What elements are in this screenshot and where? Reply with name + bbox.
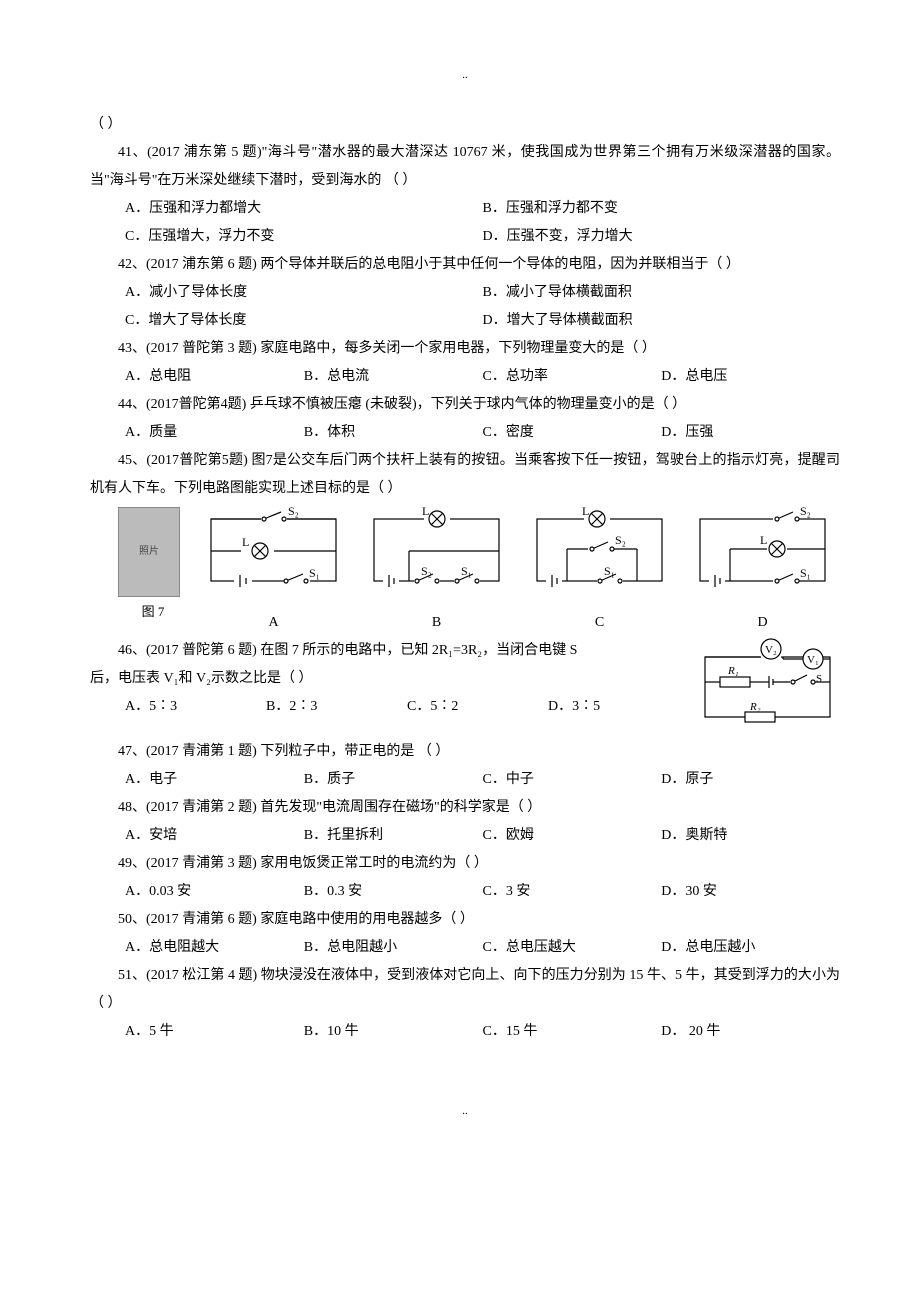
q46-opts: A．5∶3 B．2∶3 C．5∶2 D．3∶5 bbox=[125, 693, 689, 721]
q45-circuit-b: L S₂ S₁ B bbox=[359, 507, 514, 637]
q45-stem: 45、(2017普陀第5题) 图7是公交车后门两个扶杆上装有的按钮。当乘客按下任… bbox=[90, 447, 840, 503]
q48-opt-c: C．欧姆 bbox=[483, 822, 662, 850]
q45-photo-box: 照片 图 7 bbox=[118, 507, 188, 625]
svg-text:S₂: S₂ bbox=[615, 533, 626, 547]
q46-block: 46、(2017 普陀第 6 题) 在图 7 所示的电路中，已知 2R₁=3R₂… bbox=[90, 637, 840, 738]
q49-opt-c: C．3 安 bbox=[483, 878, 662, 906]
q51-opt-b: B．10 牛 bbox=[304, 1018, 483, 1046]
q40-tail: （ ） bbox=[90, 111, 840, 139]
q51-opts: A．5 牛 B．10 牛 C．15 牛 D． 20 牛 bbox=[125, 1018, 840, 1046]
q48-opts: A．安培 B．托里拆利 C．欧姆 D．奥斯特 bbox=[125, 822, 840, 850]
q44-stem: 44、(2017普陀第4题) 乒乓球不慎被压瘪 (未破裂)，下列关于球内气体的物… bbox=[90, 391, 840, 419]
svg-text:S: S bbox=[816, 673, 822, 685]
q41-opt-d: D．压强不变，浮力增大 bbox=[483, 223, 841, 251]
q45-cap-b: B bbox=[359, 609, 514, 637]
q43-stem: 43、(2017 普陀第 3 题) 家庭电路中，每多关闭一个家用电器，下列物理量… bbox=[90, 335, 840, 363]
q51-opt-d: D． 20 牛 bbox=[661, 1018, 840, 1046]
q45-photo-caption: 图 7 bbox=[118, 599, 188, 625]
q46-opt-c: C．5∶2 bbox=[407, 693, 548, 721]
q48-opt-b: B．托里拆利 bbox=[304, 822, 483, 850]
svg-text:S₂: S₂ bbox=[800, 507, 811, 518]
q49-opt-b: B．0.3 安 bbox=[304, 878, 483, 906]
q45-circuit-a: S₂ L S₁ A bbox=[196, 507, 351, 637]
q43-opt-d: D．总电压 bbox=[661, 363, 840, 391]
q46-stem2: 后，电压表 V₁和 V₂示数之比是（ ） bbox=[90, 665, 689, 693]
q51-opt-a: A．5 牛 bbox=[125, 1018, 304, 1046]
svg-text:V₂: V₂ bbox=[765, 644, 777, 656]
q45-cap-c: C bbox=[522, 609, 677, 637]
svg-text:L: L bbox=[582, 507, 589, 518]
q47-opt-d: D．原子 bbox=[661, 766, 840, 794]
q50-opt-a: A．总电阻越大 bbox=[125, 934, 304, 962]
q41-opt-c: C．压强增大，浮力不变 bbox=[125, 223, 483, 251]
q46-opt-a: A．5∶3 bbox=[125, 693, 266, 721]
q42-opts-row2: C．增大了导体长度 D．增大了导体横截面积 bbox=[125, 307, 840, 335]
q42-opt-c: C．增大了导体长度 bbox=[125, 307, 483, 335]
q47-opt-a: A．电子 bbox=[125, 766, 304, 794]
q48-opt-a: A．安培 bbox=[125, 822, 304, 850]
q43-opt-c: C．总功率 bbox=[483, 363, 662, 391]
q45-diagrams: 照片 图 7 bbox=[118, 507, 840, 637]
q46-circuit: V₂ V₁ R₁ R₂ S bbox=[695, 637, 840, 738]
q45-circuit-c: L S₂ S₁ C bbox=[522, 507, 677, 637]
q45-photo: 照片 bbox=[118, 507, 180, 597]
q41-stem: 41、(2017 浦东第 5 题)"海斗号"潜水器的最大潜深达 10767 米，… bbox=[90, 139, 840, 195]
svg-text:S₂: S₂ bbox=[421, 564, 432, 578]
svg-text:S₁: S₁ bbox=[800, 566, 811, 580]
q43-opts: A．总电阻 B．总电流 C．总功率 D．总电压 bbox=[125, 363, 840, 391]
q43-opt-b: B．总电流 bbox=[304, 363, 483, 391]
q46-opt-b: B．2∶3 bbox=[266, 693, 407, 721]
q42-stem: 42、(2017 浦东第 6 题) 两个导体并联后的总电阻小于其中任何一个导体的… bbox=[90, 251, 840, 279]
q49-stem: 49、(2017 青浦第 3 题) 家用电饭煲正常工时的电流约为（ ） bbox=[90, 850, 840, 878]
q47-stem: 47、(2017 青浦第 1 题) 下列粒子中，带正电的是 （ ） bbox=[90, 738, 840, 766]
svg-text:S₁: S₁ bbox=[309, 566, 320, 580]
q49-opt-a: A．0.03 安 bbox=[125, 878, 304, 906]
svg-text:L: L bbox=[242, 535, 249, 549]
q45-cap-a: A bbox=[196, 609, 351, 637]
svg-text:R₁: R₁ bbox=[727, 665, 739, 677]
q50-opts: A．总电阻越大 B．总电阻越小 C．总电压越大 D．总电压越小 bbox=[125, 934, 840, 962]
svg-text:L: L bbox=[760, 533, 767, 547]
page-header-dots: .. bbox=[90, 70, 840, 81]
svg-text:S₁: S₁ bbox=[604, 564, 615, 578]
q44-opt-b: B．体积 bbox=[304, 419, 483, 447]
q45-circuit-d: S₂ L S₁ D bbox=[685, 507, 840, 637]
q51-stem: 51、(2017 松江第 4 题) 物块浸没在液体中，受到液体对它向上、向下的压… bbox=[90, 962, 840, 1018]
q46-opt-d: D．3∶5 bbox=[548, 693, 689, 721]
q47-opt-b: B．质子 bbox=[304, 766, 483, 794]
q41-opt-a: A．压强和浮力都增大 bbox=[125, 195, 483, 223]
q51-opt-c: C．15 牛 bbox=[483, 1018, 662, 1046]
q50-opt-d: D．总电压越小 bbox=[661, 934, 840, 962]
q47-opt-c: C．中子 bbox=[483, 766, 662, 794]
svg-text:V₁: V₁ bbox=[807, 654, 819, 666]
q43-opt-a: A．总电阻 bbox=[125, 363, 304, 391]
svg-text:L: L bbox=[422, 507, 429, 518]
q44-opt-c: C．密度 bbox=[483, 419, 662, 447]
q41-opts-row1: A．压强和浮力都增大 B．压强和浮力都不变 bbox=[125, 195, 840, 223]
q41-opts-row2: C．压强增大，浮力不变 D．压强不变，浮力增大 bbox=[125, 223, 840, 251]
q44-opt-d: D．压强 bbox=[661, 419, 840, 447]
q44-opt-a: A．质量 bbox=[125, 419, 304, 447]
q49-opt-d: D．30 安 bbox=[661, 878, 840, 906]
page-footer-dots: .. bbox=[90, 1106, 840, 1117]
q42-opt-a: A．减小了导体长度 bbox=[125, 279, 483, 307]
q49-opts: A．0.03 安 B．0.3 安 C．3 安 D．30 安 bbox=[125, 878, 840, 906]
q50-stem: 50、(2017 青浦第 6 题) 家庭电路中使用的用电器越多（ ） bbox=[90, 906, 840, 934]
q48-stem: 48、(2017 青浦第 2 题) 首先发现"电流周围存在磁场"的科学家是（ ） bbox=[90, 794, 840, 822]
q50-opt-b: B．总电阻越小 bbox=[304, 934, 483, 962]
q41-opt-b: B．压强和浮力都不变 bbox=[483, 195, 841, 223]
q48-opt-d: D．奥斯特 bbox=[661, 822, 840, 850]
q42-opt-b: B．减小了导体横截面积 bbox=[483, 279, 841, 307]
q47-opts: A．电子 B．质子 C．中子 D．原子 bbox=[125, 766, 840, 794]
q50-opt-c: C．总电压越大 bbox=[483, 934, 662, 962]
q44-opts: A．质量 B．体积 C．密度 D．压强 bbox=[125, 419, 840, 447]
svg-text:S₂: S₂ bbox=[288, 507, 299, 518]
svg-text:S₁: S₁ bbox=[461, 564, 472, 578]
q42-opts-row1: A．减小了导体长度 B．减小了导体横截面积 bbox=[125, 279, 840, 307]
q42-opt-d: D．增大了导体横截面积 bbox=[483, 307, 841, 335]
q45-cap-d: D bbox=[685, 609, 840, 637]
svg-text:R₂: R₂ bbox=[749, 701, 761, 713]
q46-stem1: 46、(2017 普陀第 6 题) 在图 7 所示的电路中，已知 2R₁=3R₂… bbox=[90, 637, 689, 665]
